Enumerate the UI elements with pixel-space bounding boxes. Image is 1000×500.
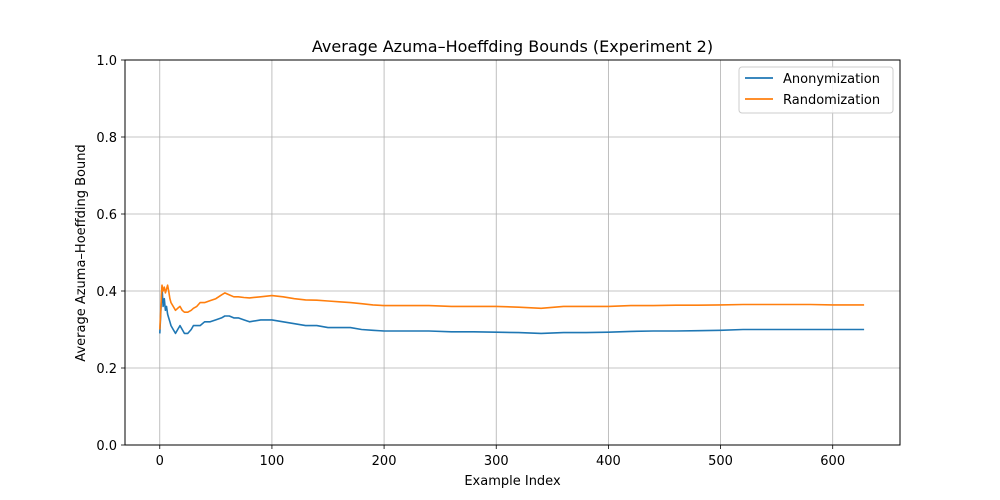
x-axis-label: Example Index [464,474,561,489]
x-tick-label: 600 [820,454,845,469]
chart-title: Average Azuma–Hoeffding Bounds (Experime… [312,37,713,56]
series-line-randomization [159,284,865,330]
series-line-anonymization [159,286,865,335]
grid [125,59,900,446]
legend: Anonymization Randomization [738,66,894,114]
y-tick-label: 0.2 [96,362,117,377]
x-tick-label: 400 [596,454,621,469]
x-tick-label: 100 [260,454,285,469]
y-tick-label: 0.6 [96,208,117,223]
x-tick-label: 200 [372,454,397,469]
y-tick-label: 0.0 [96,439,117,454]
x-tick-label: 300 [484,454,509,469]
y-tick-label: 1.0 [96,54,117,69]
plot-frame [124,59,901,446]
y-tick-label: 0.8 [96,131,117,146]
legend-label: Randomization [783,93,880,108]
legend-label: Anonymization [783,72,880,87]
y-tick-label: 0.4 [96,285,117,300]
legend-box [738,66,894,114]
y-axis-ticks: 0.0 0.2 0.4 0.6 0.8 1.0 [96,54,125,454]
series-lines [159,284,865,335]
x-tick-label: 500 [708,454,733,469]
y-axis-label: Average Azuma–Hoeffding Bound [74,144,89,361]
x-tick-label: 0 [156,454,164,469]
x-axis-ticks: 0 100 200 300 400 500 600 [156,445,845,469]
